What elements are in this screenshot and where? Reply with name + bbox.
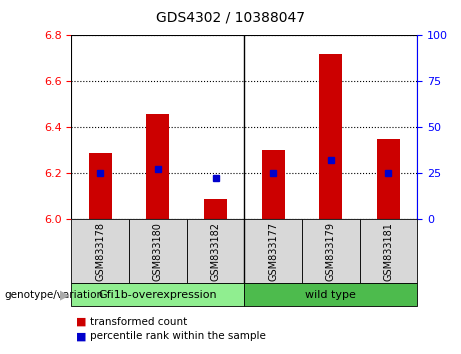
Text: GSM833180: GSM833180 [153,222,163,281]
Text: GSM833177: GSM833177 [268,222,278,281]
Bar [244,283,417,306]
Bar [146,114,169,219]
Bar [360,219,417,283]
Bar [377,139,400,219]
Text: percentile rank within the sample: percentile rank within the sample [90,331,266,341]
Bar [261,150,284,219]
Text: GSM833181: GSM833181 [384,222,393,281]
Bar [71,219,129,283]
Bar [244,219,302,283]
Text: GSM833182: GSM833182 [211,222,220,281]
Text: GDS4302 / 10388047: GDS4302 / 10388047 [156,11,305,25]
Text: ■: ■ [76,317,87,327]
Bar [204,199,227,219]
Bar [319,54,342,219]
Text: Gfi1b-overexpression: Gfi1b-overexpression [99,290,217,300]
Bar [129,219,187,283]
Text: ■: ■ [76,331,87,341]
Bar [89,153,112,219]
Text: GSM833179: GSM833179 [326,222,336,281]
Bar [187,219,244,283]
Text: transformed count: transformed count [90,317,187,327]
Text: wild type: wild type [305,290,356,300]
Text: GSM833178: GSM833178 [95,222,105,281]
Bar [71,283,244,306]
Text: genotype/variation: genotype/variation [5,290,104,300]
Text: ▶: ▶ [59,288,69,301]
Bar [302,219,360,283]
